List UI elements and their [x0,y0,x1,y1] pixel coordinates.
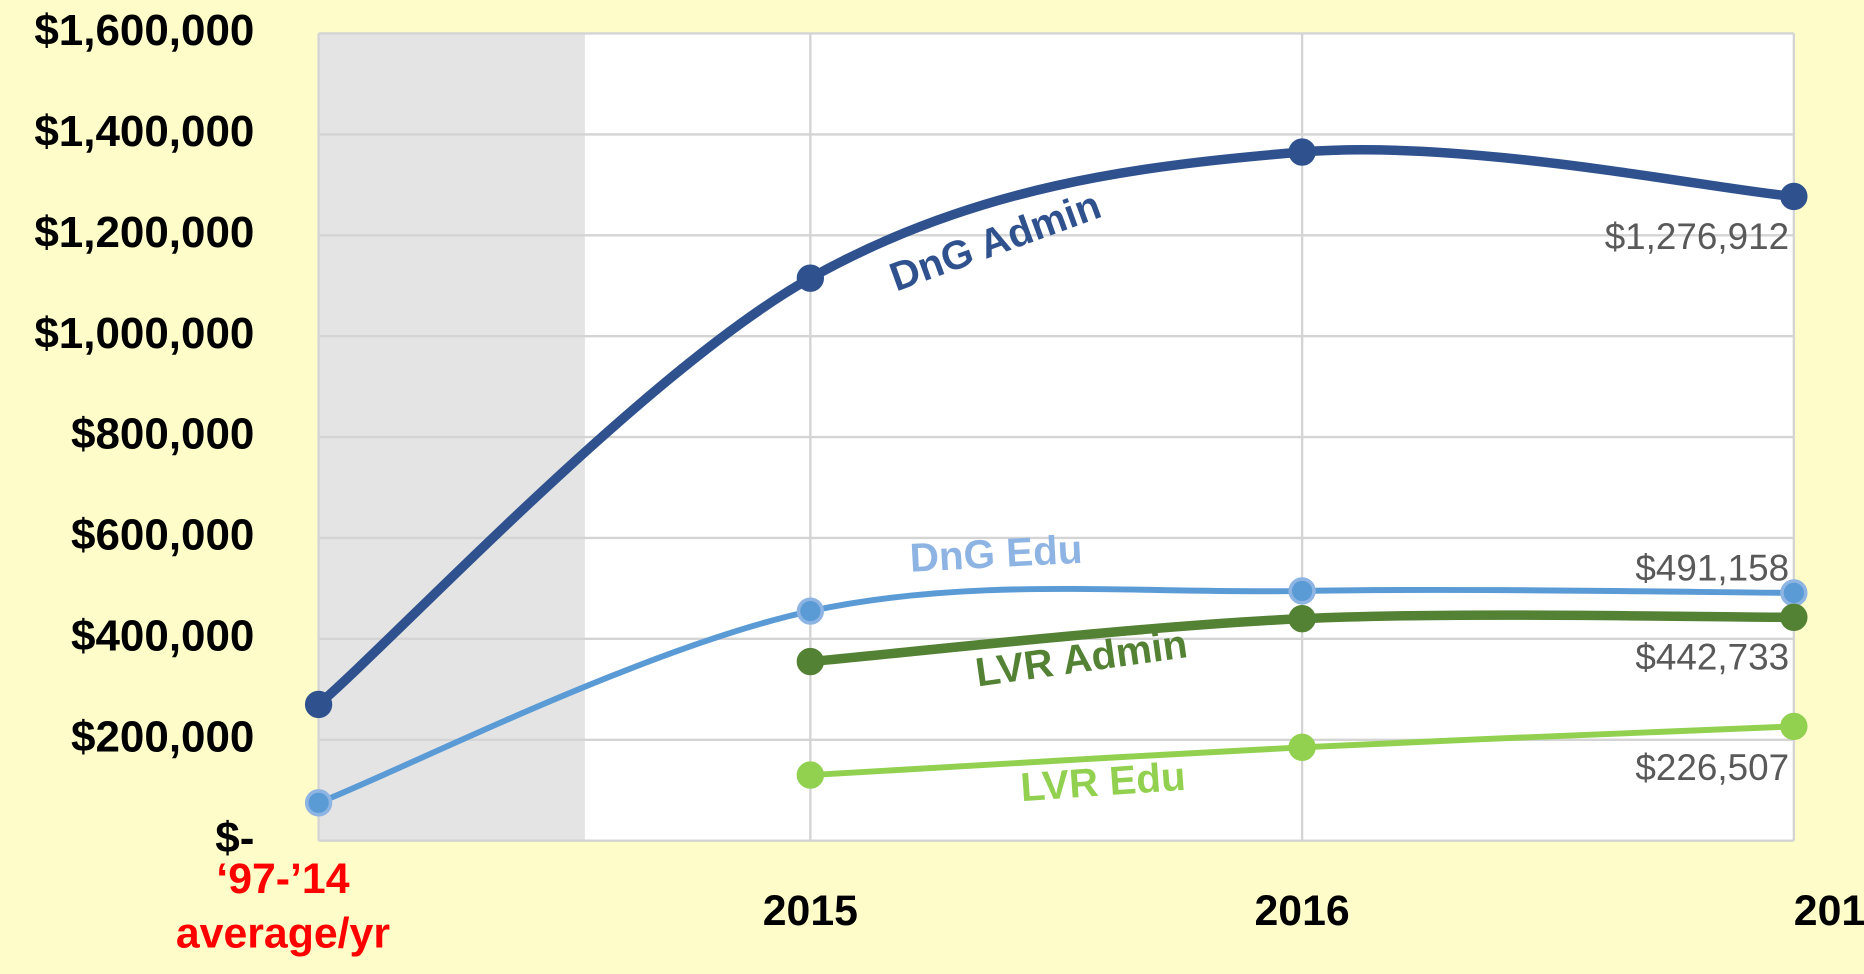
data-point [1288,605,1316,633]
y-tick-label: $1,400,000 [34,107,254,156]
data-point [796,264,825,292]
y-tick-label: $400,000 [71,611,254,660]
series-line [313,144,1799,710]
y-tick-label: $1,000,000 [34,309,254,358]
y-tick-label: $- [215,813,254,862]
x-tick-label: ‘97-’14 average/yr [175,853,390,958]
x-tick-label-box: 2015 [762,885,858,935]
data-point [1288,733,1316,762]
value-label: $1,276,912 [1605,216,1789,257]
data-point [304,690,333,719]
data-point [1288,138,1316,166]
x-tick-label: 2016 [1254,885,1350,935]
series-name-label: LVR Edu [1019,753,1187,810]
value-label: $491,158 [1635,548,1789,589]
y-tick-label: $800,000 [71,410,254,459]
y-tick-label: $200,000 [71,712,254,761]
data-point [796,597,825,625]
data-point [304,789,333,817]
x-tick-label-box: 2016 [1254,885,1350,935]
series-name-label: DnG Edu [909,526,1084,581]
y-tick-label: $1,200,000 [34,208,254,257]
labels: $- $200,000 $400,000 $600,000 $800,000 $1,000… [34,6,1864,958]
data-point [1288,577,1316,605]
x-tick-label-box: 2017 [1793,885,1864,935]
data-point [1780,182,1808,211]
series-line [315,585,1797,806]
data-point [796,761,825,789]
x-tick-label: 2017 [1793,885,1864,935]
x-tick-label: 2015 [762,885,858,935]
data-point [1780,603,1808,631]
data-point [796,647,825,676]
x-tick-label-box: ‘97-’14 average/yr [175,853,390,958]
lines [304,138,1808,817]
data-point [1780,712,1808,741]
grid [317,32,1796,842]
value-label: $442,733 [1635,637,1789,678]
value-label: $226,507 [1635,747,1789,788]
y-tick-label: $600,000 [71,511,254,560]
y-tick-label: $1,600,000 [34,6,254,55]
